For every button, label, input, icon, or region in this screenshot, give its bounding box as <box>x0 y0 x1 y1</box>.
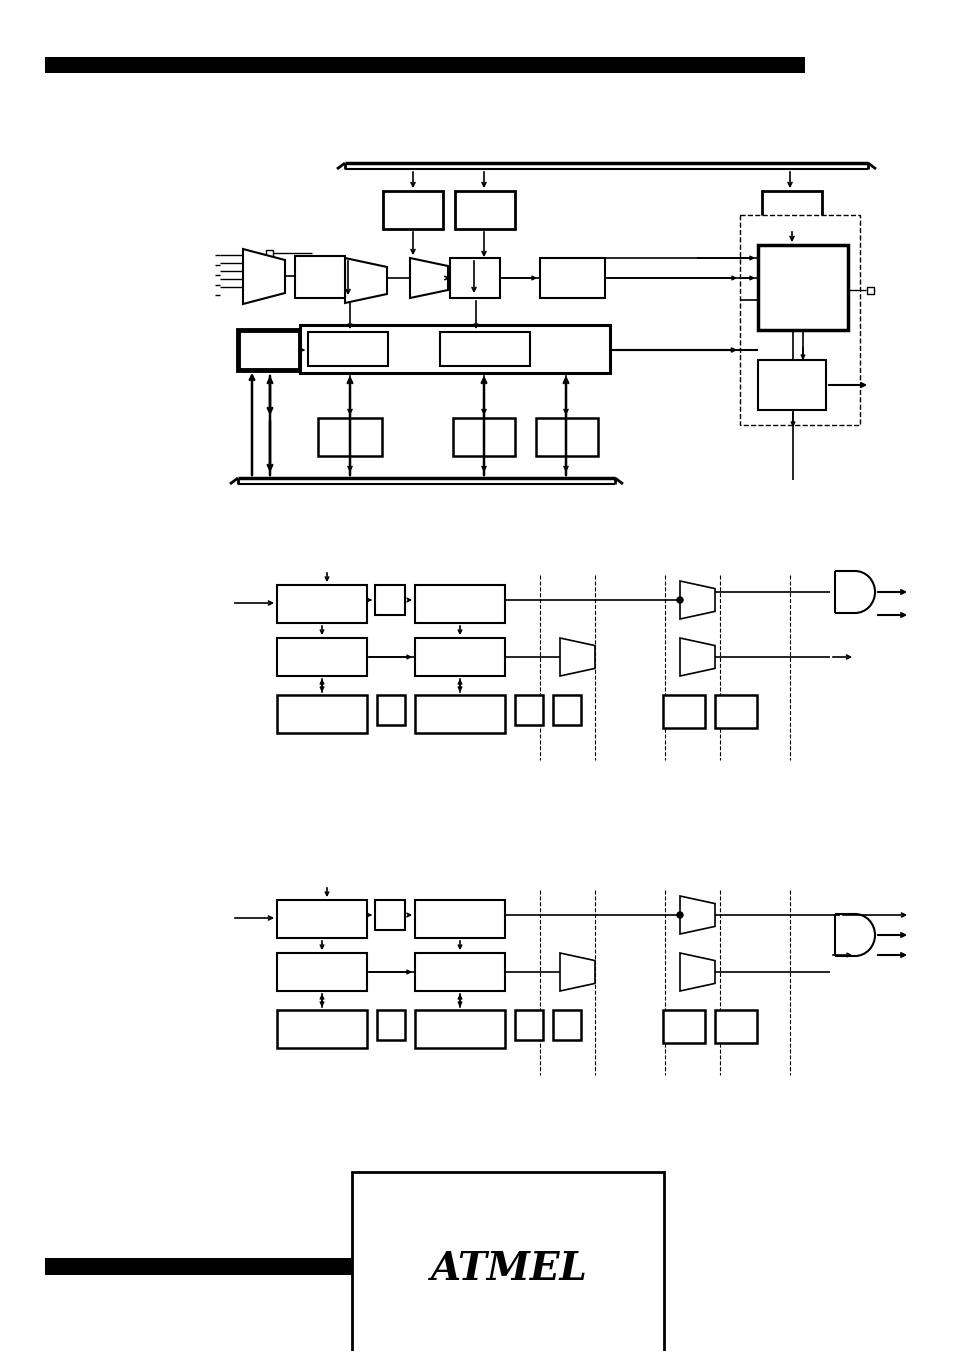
Bar <box>455 190 515 230</box>
Bar <box>375 900 405 929</box>
Circle shape <box>677 912 682 917</box>
Polygon shape <box>345 258 387 303</box>
Bar <box>308 332 388 366</box>
Polygon shape <box>243 249 285 304</box>
Polygon shape <box>679 638 714 676</box>
Polygon shape <box>559 952 595 992</box>
Bar <box>758 245 847 330</box>
Bar <box>415 638 504 676</box>
Bar <box>276 900 367 938</box>
Bar <box>714 1011 757 1043</box>
Bar <box>294 255 345 299</box>
Bar <box>439 332 530 366</box>
Bar <box>45 1258 428 1275</box>
Bar <box>415 952 504 992</box>
Bar <box>662 1011 704 1043</box>
Polygon shape <box>410 258 448 299</box>
Bar <box>276 694 367 734</box>
Bar <box>276 952 367 992</box>
Bar <box>266 250 273 257</box>
Bar <box>382 190 442 230</box>
Bar <box>276 1011 367 1048</box>
Bar <box>276 585 367 623</box>
Bar <box>237 330 299 370</box>
Bar <box>758 359 825 409</box>
Bar <box>299 326 609 373</box>
Bar <box>415 585 504 623</box>
Bar <box>515 1011 542 1040</box>
Text: ATMEL: ATMEL <box>429 1250 586 1288</box>
Circle shape <box>677 597 682 603</box>
Bar <box>317 417 381 457</box>
Polygon shape <box>679 581 714 619</box>
Bar <box>740 215 859 426</box>
Bar <box>662 694 704 728</box>
Polygon shape <box>679 896 714 934</box>
Bar <box>376 694 405 725</box>
Polygon shape <box>679 952 714 992</box>
Bar <box>553 694 580 725</box>
Bar <box>415 694 504 734</box>
Bar <box>450 258 499 299</box>
Bar <box>376 1011 405 1040</box>
Bar <box>761 190 821 230</box>
Bar <box>714 694 757 728</box>
Bar <box>276 638 367 676</box>
Bar <box>553 1011 580 1040</box>
Bar <box>453 417 515 457</box>
Bar <box>415 900 504 938</box>
Polygon shape <box>559 638 595 676</box>
Bar <box>515 694 542 725</box>
Bar <box>539 258 604 299</box>
Bar <box>415 1011 504 1048</box>
Bar <box>866 286 873 295</box>
Bar <box>375 585 405 615</box>
Bar <box>45 57 804 73</box>
Bar <box>536 417 598 457</box>
